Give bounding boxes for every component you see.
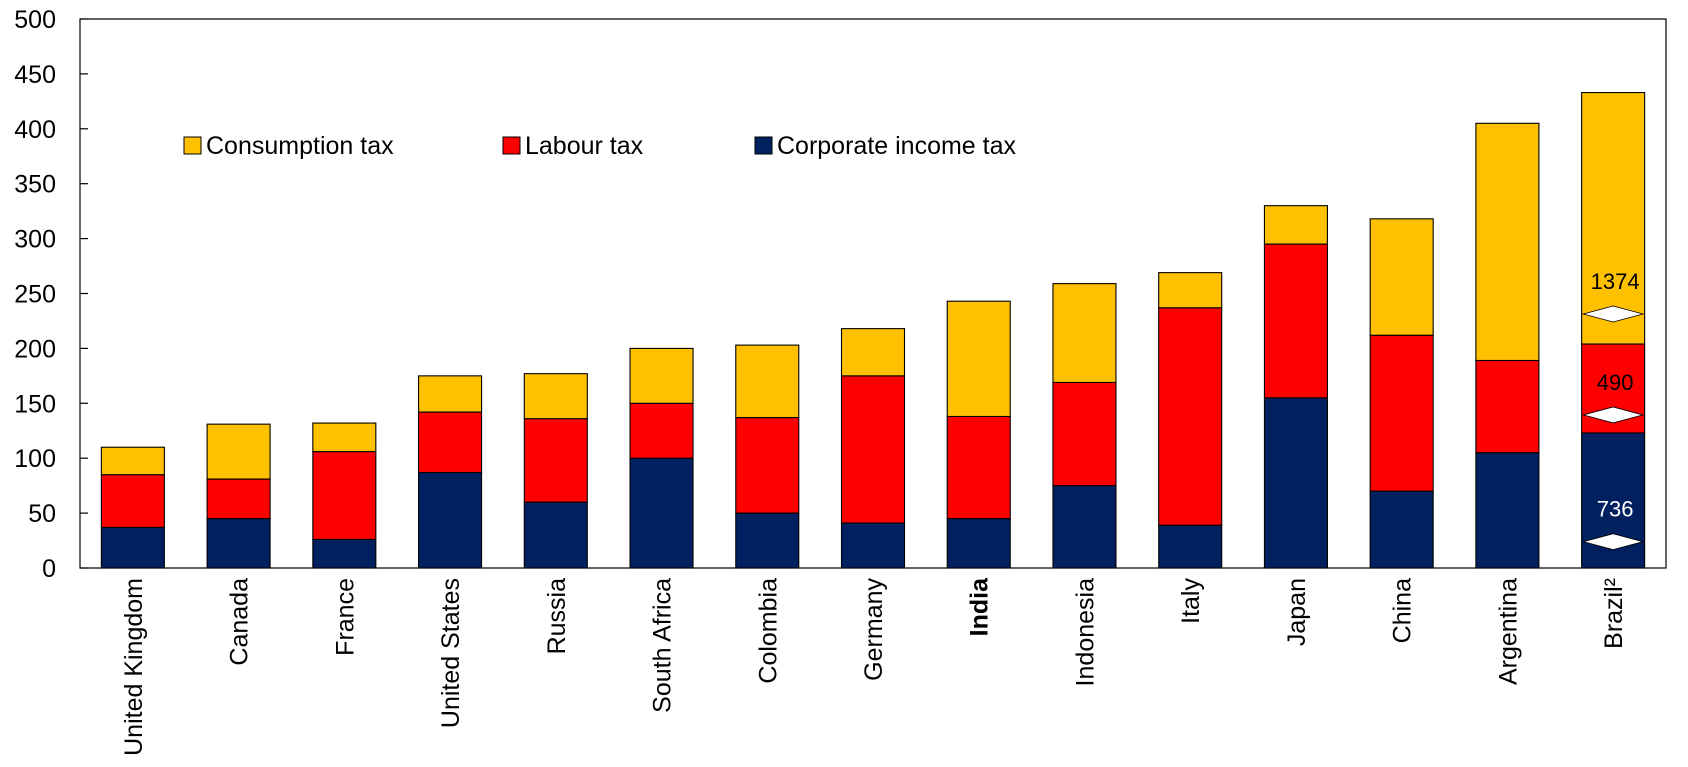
y-tick-label: 200 <box>14 335 56 363</box>
bar-segment-corporate-income-tax <box>1370 491 1433 568</box>
bar-segment-labour-tax <box>1370 335 1433 491</box>
data-label: 490 <box>1597 370 1634 395</box>
x-tick-label: Colombia <box>754 578 782 684</box>
bar-segment-corporate-income-tax <box>630 458 693 568</box>
data-label: 736 <box>1597 497 1634 522</box>
bar-segment-corporate-income-tax <box>736 513 799 568</box>
x-tick-label: France <box>331 578 359 656</box>
bar-segment-labour-tax <box>1264 244 1327 398</box>
bar-segment-consumption-tax <box>1476 123 1539 360</box>
bar-segment-labour-tax <box>524 419 587 502</box>
bar-segment-consumption-tax <box>1370 219 1433 335</box>
bar-segment-corporate-income-tax <box>524 502 587 568</box>
legend-swatch <box>503 137 520 154</box>
bar-segment-labour-tax <box>630 403 693 458</box>
x-tick-label: Germany <box>860 578 888 681</box>
bar-segment-labour-tax <box>207 479 270 519</box>
bar-segment-consumption-tax <box>947 301 1010 416</box>
x-tick-label: India <box>966 577 994 636</box>
x-tick-label: Russia <box>543 578 571 655</box>
bar-segment-labour-tax <box>1159 308 1222 525</box>
bar-segment-labour-tax <box>419 412 482 472</box>
y-tick-label: 50 <box>28 500 56 528</box>
bar-segment-consumption-tax <box>419 376 482 412</box>
bar-segment-consumption-tax <box>524 374 587 419</box>
bar-segment-corporate-income-tax <box>842 523 905 568</box>
bar-segment-consumption-tax <box>1264 206 1327 244</box>
bar-segment-corporate-income-tax <box>1264 398 1327 568</box>
x-tick-label: Argentina <box>1494 578 1522 685</box>
bar-segment-labour-tax <box>101 475 164 528</box>
bar-segment-consumption-tax <box>101 447 164 474</box>
legend-label: Corporate income tax <box>777 132 1017 160</box>
y-tick-label: 350 <box>14 171 56 199</box>
bar-segment-consumption-tax <box>1053 284 1116 383</box>
bar-segment-labour-tax <box>947 416 1010 518</box>
y-tick-label: 100 <box>14 445 56 473</box>
x-tick-label: Canada <box>226 578 254 666</box>
bar-segment-corporate-income-tax <box>101 527 164 568</box>
legend-swatch <box>184 137 201 154</box>
bar-segment-consumption-tax <box>1159 273 1222 308</box>
bar-segment-corporate-income-tax <box>1053 486 1116 568</box>
x-tick-label: China <box>1389 578 1417 643</box>
legend-swatch <box>755 137 772 154</box>
bar-segment-labour-tax <box>313 452 376 540</box>
bar-segment-labour-tax <box>1053 382 1116 485</box>
bar-segment-corporate-income-tax <box>1476 453 1539 568</box>
bar-segment-corporate-income-tax <box>947 519 1010 568</box>
bar-segment-consumption-tax <box>313 423 376 452</box>
bar-segment-corporate-income-tax <box>1159 525 1222 568</box>
y-tick-label: 450 <box>14 61 56 89</box>
bar-segment-labour-tax <box>736 418 799 514</box>
y-tick-label: 400 <box>14 116 56 144</box>
x-tick-label: United Kingdom <box>120 578 148 756</box>
y-tick-label: 500 <box>14 6 56 34</box>
bar-segment-consumption-tax <box>630 348 693 403</box>
x-tick-label: United States <box>437 578 465 728</box>
bar-segment-consumption-tax <box>842 329 905 376</box>
x-tick-label: Indonesia <box>1071 578 1099 687</box>
data-label: 1374 <box>1591 269 1640 294</box>
bar-segment-corporate-income-tax <box>419 472 482 568</box>
x-tick-label: South Africa <box>649 578 677 713</box>
legend-label: Consumption tax <box>206 132 394 160</box>
y-tick-label: 250 <box>14 281 56 309</box>
x-tick-label: Japan <box>1283 578 1311 646</box>
x-tick-label: Italy <box>1177 578 1205 624</box>
y-tick-label: 150 <box>14 390 56 418</box>
y-tick-label: 0 <box>42 555 56 583</box>
bar-segment-corporate-income-tax <box>207 519 270 568</box>
legend-label: Labour tax <box>525 132 644 160</box>
bar-segment-consumption-tax <box>736 345 799 417</box>
x-tick-label: Brazil² <box>1600 578 1628 649</box>
bar-segment-labour-tax <box>1476 360 1539 452</box>
bar-segment-labour-tax <box>842 376 905 523</box>
bar-segment-corporate-income-tax <box>313 539 376 568</box>
y-tick-label: 300 <box>14 226 56 254</box>
bar-segment-consumption-tax <box>207 424 270 479</box>
